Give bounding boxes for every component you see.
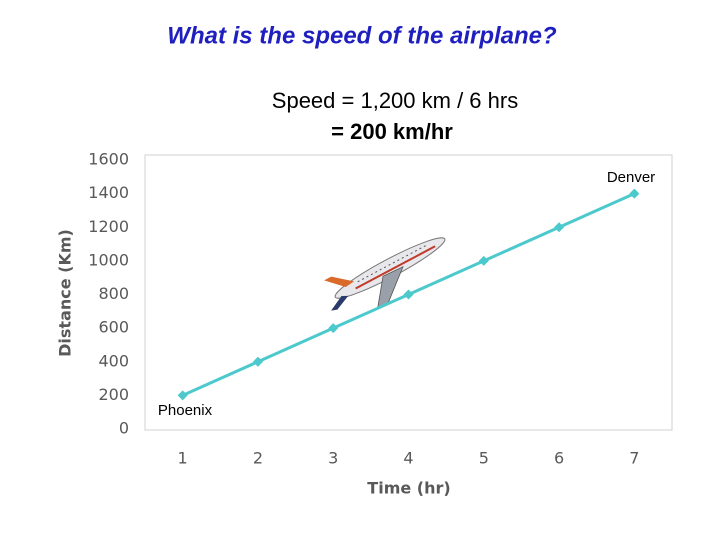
y-tick-label: 600 xyxy=(98,318,129,337)
data-point xyxy=(554,222,565,233)
y-tick-label: 1400 xyxy=(88,183,129,202)
annotation: = 200 km/hr xyxy=(331,119,453,144)
y-tick-label: 400 xyxy=(98,351,129,370)
chart-title: What is the speed of the airplane? xyxy=(167,22,557,49)
data-point xyxy=(177,390,188,401)
y-tick-label: 1200 xyxy=(88,217,129,236)
x-tick-label: 5 xyxy=(479,449,489,468)
annotation: Denver xyxy=(607,169,655,186)
x-tick-label: 1 xyxy=(178,449,188,468)
annotation: Phoenix xyxy=(158,402,213,419)
y-tick-label: 800 xyxy=(98,284,129,303)
x-axis-label: Time (hr) xyxy=(367,479,450,498)
data-point xyxy=(403,289,414,300)
y-tick-label: 1600 xyxy=(88,150,129,169)
x-tick-label: 2 xyxy=(253,449,263,468)
airplane xyxy=(324,237,446,311)
plot-area xyxy=(144,154,673,431)
data-point xyxy=(252,356,263,367)
y-axis-label: Distance (Km) xyxy=(56,229,75,357)
x-tick-label: 3 xyxy=(328,449,338,468)
y-tick-label: 0 xyxy=(119,419,129,438)
data-point xyxy=(478,255,489,266)
x-tick-label: 7 xyxy=(629,449,639,468)
data-point xyxy=(328,323,339,334)
y-tick-label: 1000 xyxy=(88,250,129,269)
annotation: Speed = 1,200 km / 6 hrs xyxy=(272,88,518,113)
x-tick-label: 6 xyxy=(554,449,564,468)
x-tick-label: 4 xyxy=(403,449,413,468)
y-tick-label: 200 xyxy=(98,385,129,404)
data-point xyxy=(629,188,640,199)
